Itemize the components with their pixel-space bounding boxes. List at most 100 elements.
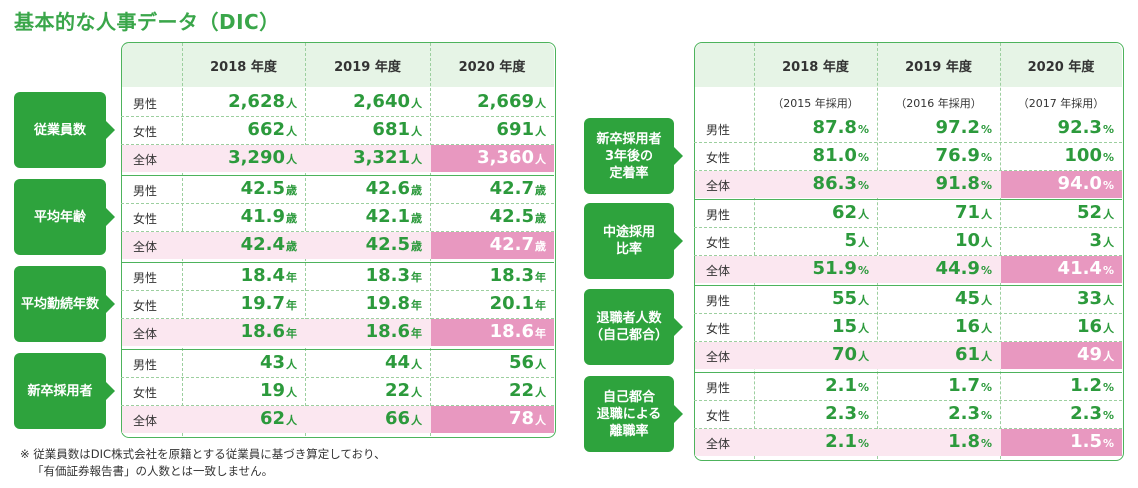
value-number: 56 (508, 352, 534, 373)
value-number: 2.3 (1070, 403, 1102, 424)
value-unit: 人 (411, 125, 422, 138)
hire-year-label: （2016 年採用） (895, 97, 982, 110)
hire-year-label: （2017 年採用） (1017, 97, 1105, 110)
row-label: 女性 (706, 322, 731, 336)
row-label: 男性 (706, 208, 731, 222)
value-cell: 42.1歳 (305, 206, 422, 230)
value-number: 42.5 (365, 234, 410, 255)
value-unit: 人 (1103, 208, 1114, 221)
value-unit: 年 (535, 327, 546, 340)
column-header: 2018 年度 (210, 59, 277, 75)
value-cell: 691人 (430, 119, 546, 143)
value-cell: 2.3% (1000, 403, 1114, 427)
value-cell: 18.3年 (305, 265, 422, 289)
value-number: 2,669 (477, 91, 534, 112)
group-label-text: 平均勤続年数 (20, 296, 99, 312)
value-cell: 94.0% (1000, 173, 1114, 197)
value-unit: % (857, 123, 869, 136)
latest-total-highlight (431, 406, 554, 433)
value-unit: 歳 (286, 184, 297, 197)
value-cell: 1.8% (877, 431, 992, 455)
value-unit: 歳 (286, 212, 297, 225)
value-unit: 人 (411, 153, 422, 166)
value-cell: 2.3% (877, 403, 992, 427)
value-cell: 41.9歳 (182, 206, 297, 230)
value-unit: 年 (286, 271, 297, 284)
row-label: 女性 (706, 236, 731, 250)
value-cell: 18.4年 (182, 265, 297, 289)
row-label: 全体 (133, 414, 158, 428)
row-label: 女性 (706, 409, 731, 423)
value-cell: 2.3% (754, 403, 869, 427)
value-number: 5 (844, 230, 857, 251)
value-number: 51.9 (812, 258, 857, 279)
value-cell: 49人 (1000, 344, 1114, 368)
value-number: 18.3 (489, 265, 534, 286)
value-unit: 人 (1103, 350, 1114, 363)
value-number: 42.5 (489, 206, 534, 227)
value-number: 2.3 (948, 403, 980, 424)
value-number: 81.0 (812, 145, 857, 166)
value-number: 86.3 (812, 173, 857, 194)
value-cell: 62人 (182, 408, 297, 432)
value-unit: % (1102, 409, 1114, 422)
value-number: 62 (259, 408, 285, 429)
value-unit: 年 (535, 299, 546, 312)
value-cell: 44.9% (877, 258, 992, 282)
value-unit: % (1102, 381, 1114, 394)
value-unit: 人 (535, 97, 546, 110)
value-cell: 10人 (877, 230, 992, 254)
value-number: 76.9 (935, 145, 980, 166)
left_table-header-band (122, 43, 554, 87)
group-arrow (106, 382, 115, 400)
value-number: 45 (954, 288, 980, 309)
value-unit: 人 (981, 294, 992, 307)
row-label: 女性 (133, 125, 158, 139)
value-unit: 人 (535, 358, 546, 371)
row-divider (694, 313, 1122, 314)
value-number: 3,290 (228, 147, 285, 168)
value-unit: 年 (411, 327, 422, 340)
value-number: 1.2 (1070, 375, 1102, 396)
value-unit: % (980, 409, 992, 422)
value-cell: 3人 (1000, 230, 1114, 254)
value-unit: % (980, 264, 992, 277)
value-number: 19.7 (240, 293, 285, 314)
value-unit: 歳 (286, 240, 297, 253)
value-unit: 歳 (411, 212, 422, 225)
value-unit: 人 (286, 125, 297, 138)
right_table-header-band (695, 43, 1122, 87)
group-separator (121, 349, 554, 350)
row-label: 全体 (706, 179, 731, 193)
value-unit: 歳 (535, 212, 546, 225)
row-divider (121, 377, 554, 378)
value-unit: 人 (411, 386, 422, 399)
value-unit: 人 (858, 322, 869, 335)
value-cell: 62人 (754, 202, 869, 226)
column-divider (754, 43, 755, 459)
latest-total-highlight (431, 145, 554, 172)
value-number: 43 (259, 352, 285, 373)
column-divider (1000, 43, 1001, 459)
value-cell: 3,360人 (430, 147, 546, 171)
row-divider (121, 231, 554, 232)
value-number: 2.3 (825, 403, 857, 424)
value-number: 20.1 (489, 293, 534, 314)
footnote-line-2: 「有価証券報告書」の人数とは一致しません。 (32, 464, 274, 478)
value-number: 10 (954, 230, 980, 251)
value-cell: 42.7歳 (430, 234, 546, 258)
group-label: 新卒採用者 3年後の 定着率 (584, 118, 683, 194)
value-cell: 18.6年 (430, 321, 546, 345)
group-arrow (106, 121, 115, 139)
value-cell: 18.3年 (430, 265, 546, 289)
group-label-text: 新卒採用者 3年後の 定着率 (596, 131, 662, 181)
value-number: 681 (372, 119, 410, 140)
value-number: 97.2 (935, 117, 980, 138)
row-label: 全体 (133, 327, 158, 341)
value-cell: 5人 (754, 230, 869, 254)
value-cell: 20.1年 (430, 293, 546, 317)
value-cell: 81.0% (754, 145, 869, 169)
value-unit: 歳 (411, 184, 422, 197)
value-cell: 66人 (305, 408, 422, 432)
value-number: 66 (384, 408, 410, 429)
